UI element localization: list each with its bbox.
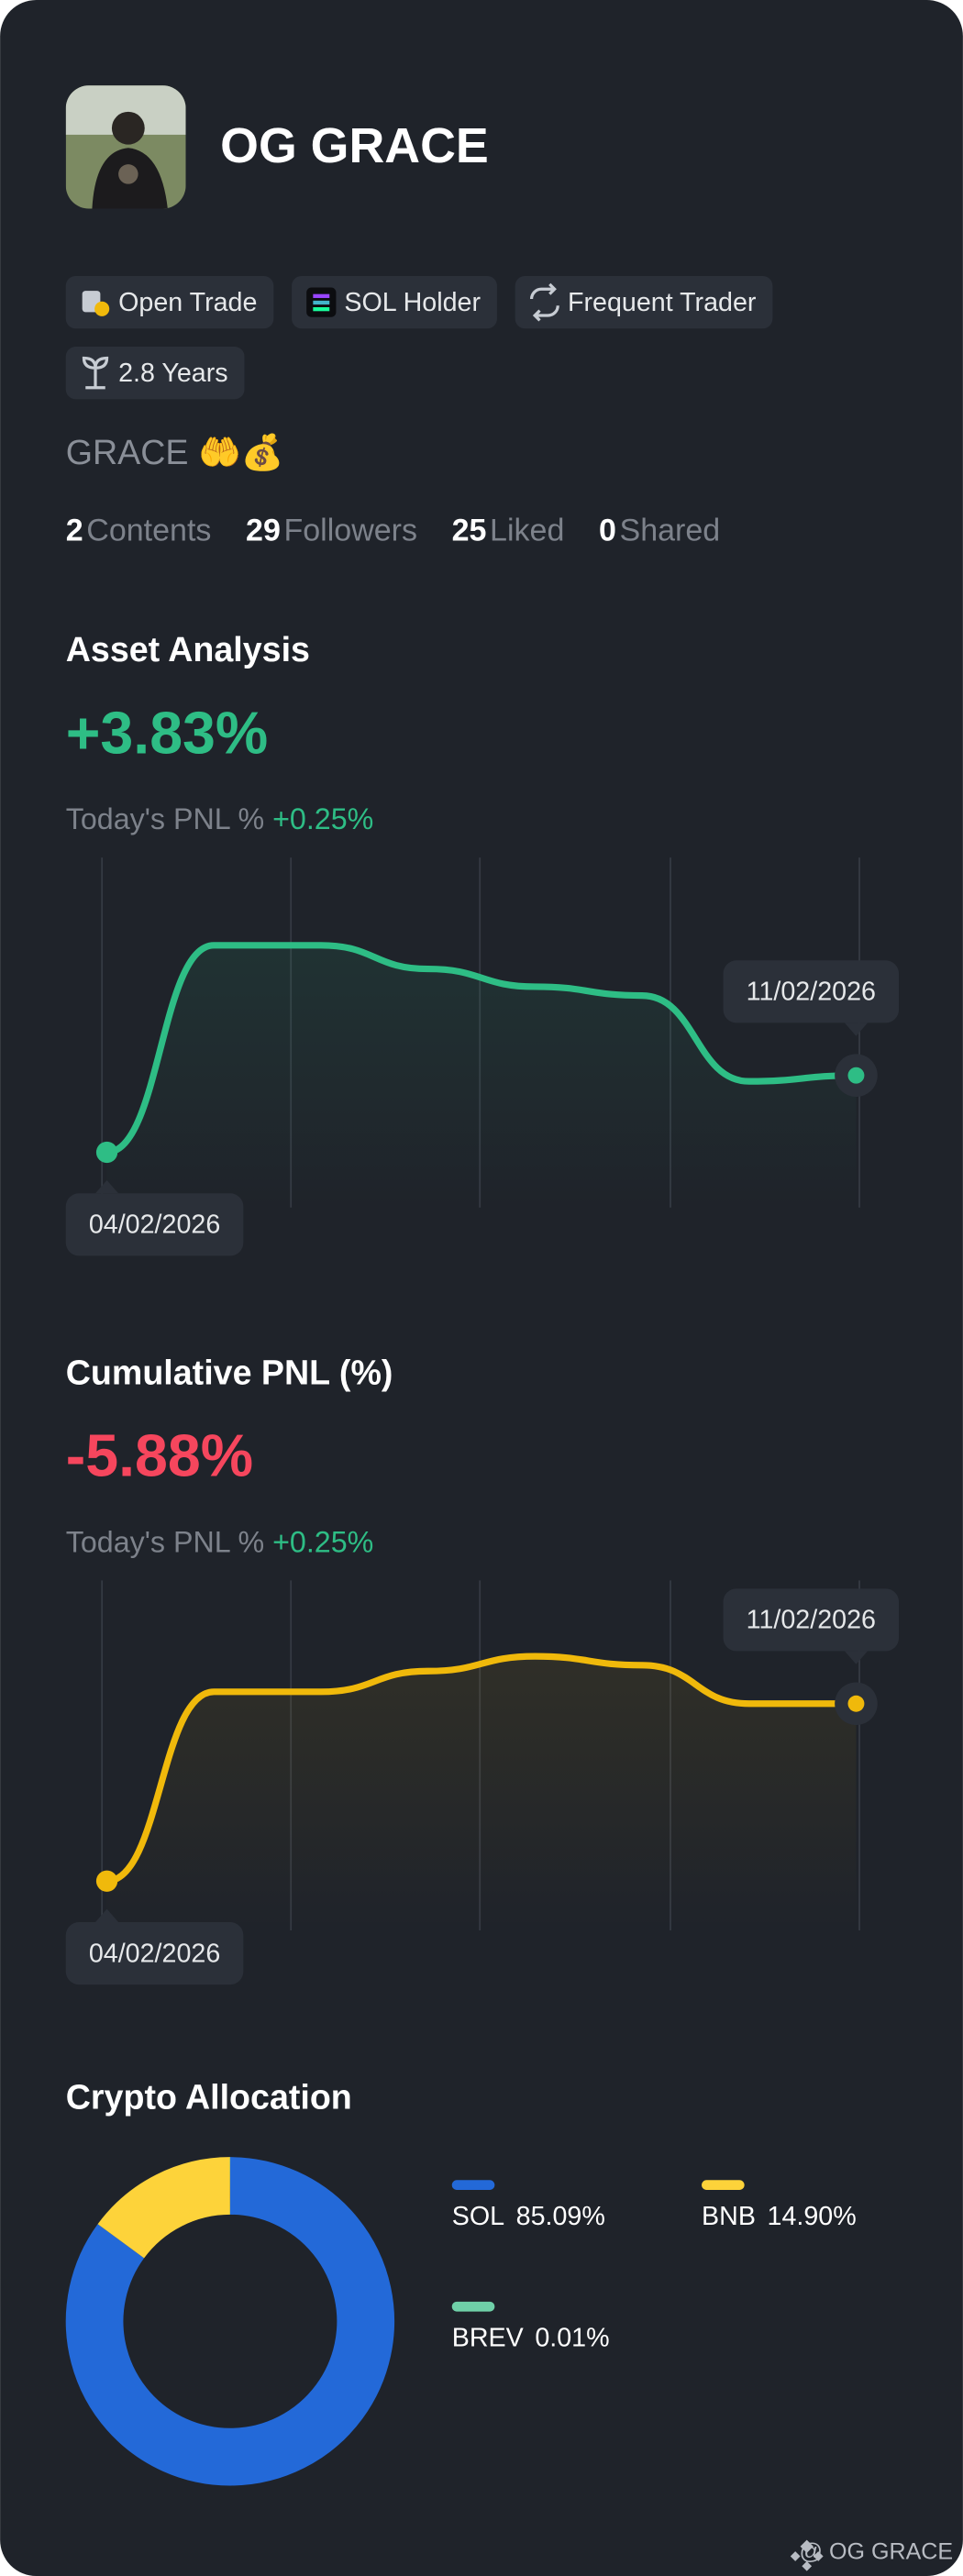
badge-box [65, 275, 274, 329]
badge[interactable]: SOL Holder [292, 275, 497, 329]
point-marker [847, 1067, 865, 1084]
stat-label: Shared [620, 513, 721, 547]
badge-box [65, 346, 245, 400]
stat-value: 2 [66, 513, 83, 547]
tooltip-pointer [95, 1908, 119, 1923]
bio: GRACE 🤲💰 [66, 432, 284, 473]
stats: 2 Contents 29 Followers 25 Liked 0 Shared [66, 513, 720, 547]
legend-value: 14.90% [768, 2202, 857, 2231]
badge-icon [529, 282, 559, 322]
badge[interactable]: 2.8 Years [65, 346, 245, 400]
badge-box [515, 275, 773, 329]
badge-icon [313, 293, 330, 298]
stat-value: 29 [246, 513, 281, 547]
badge-label: Frequent Trader [568, 288, 757, 317]
tooltip-pointer [844, 1023, 868, 1036]
legend-swatch [451, 2180, 495, 2191]
tooltip-box [65, 1193, 244, 1256]
point-marker [847, 1695, 865, 1712]
badge-label: 2.8 Years [118, 359, 228, 388]
tooltip-pointer [844, 1651, 868, 1664]
line [103, 1653, 860, 1885]
tooltip-box [723, 1588, 900, 1652]
footer-icon [790, 2539, 824, 2571]
donut-segment [97, 2157, 231, 2260]
badge-icon [94, 301, 110, 316]
avatar[interactable] [65, 85, 186, 209]
date-label: 04/02/2026 [89, 1939, 220, 1968]
section-title: Asset Analysis [66, 630, 310, 669]
badge[interactable]: Frequent Trader [515, 275, 773, 329]
legend-name: SOL [452, 2202, 504, 2231]
legend-swatch [451, 2301, 495, 2312]
legend-name: BREV [452, 2324, 524, 2353]
pnl-label: Today's PNL % [66, 802, 264, 835]
badges: Open Trade SOL Holder Frequent Trader 2.8 Y… [65, 275, 773, 400]
charts: Asset Analysis+3.83%Today's PNL % +0.25%0… [65, 630, 900, 2486]
tooltip-box [723, 960, 900, 1023]
point-marker [95, 1141, 118, 1164]
area-fill [106, 945, 857, 1208]
stat-label: Contents [86, 513, 211, 547]
pnl-label: Today's PNL % [66, 1525, 264, 1558]
badge[interactable]: Open Trade [65, 275, 274, 329]
area-fill [106, 1656, 857, 1930]
line-chart: Asset Analysis +3.83% Today's PNL % +0.25% 0… [65, 630, 900, 1256]
badge-icon [313, 300, 330, 305]
stat-label: Followers [283, 513, 417, 547]
badge-label: Open Trade [118, 288, 257, 317]
stat-label: Liked [490, 513, 564, 547]
section-title: Cumulative PNL (%) [66, 1353, 393, 1391]
stat-value: 25 [452, 513, 487, 547]
pnl-value: +0.25% [272, 802, 373, 835]
legend-value: 0.01% [535, 2324, 609, 2353]
badge-box [292, 275, 497, 329]
donut-segment [65, 2157, 395, 2486]
legend-value: 85.09% [516, 2202, 605, 2231]
section-title: Crypto Allocation [66, 2077, 352, 2116]
date-label: 11/02/2026 [747, 1606, 876, 1635]
headline-value: -5.88% [66, 1423, 253, 1489]
tooltip-box [65, 1922, 244, 1985]
date-label: 04/02/2026 [89, 1211, 220, 1240]
line-chart: Cumulative PNL (%) -5.88% Today's PNL % +0.… [65, 1353, 900, 1985]
pie-chart: Crypto Allocation SOL 85.09% BNB 14.90% BREV 0… [65, 2077, 857, 2486]
profile-name: OG GRACE [220, 118, 489, 173]
point-marker [95, 1870, 118, 1892]
footer-text: @ OG GRACE [800, 2539, 954, 2565]
tooltip-pointer [95, 1179, 119, 1194]
line [103, 942, 860, 1156]
headline-value: +3.83% [66, 700, 269, 766]
pnl-value: +0.25% [272, 1525, 373, 1558]
badge-icon [313, 307, 330, 312]
stat-value: 0 [599, 513, 616, 547]
badge-icon [82, 356, 109, 390]
badge-label: SOL Holder [344, 288, 481, 317]
legend-name: BNB [702, 2202, 756, 2231]
legend-swatch [702, 2180, 745, 2191]
date-label: 11/02/2026 [747, 978, 876, 1007]
footer: @ OG GRACE [790, 2539, 954, 2571]
